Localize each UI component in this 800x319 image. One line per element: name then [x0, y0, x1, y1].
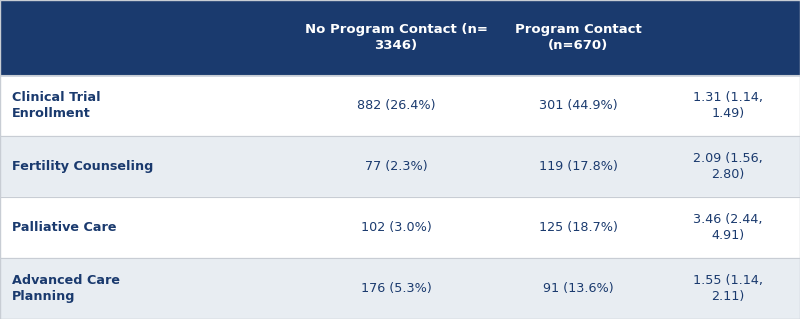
Bar [0, 75, 800, 136]
Text: Fertility Counseling: Fertility Counseling [12, 160, 154, 173]
Text: 301 (44.9%): 301 (44.9%) [538, 99, 618, 112]
Text: Clinical Trial
Enrollment: Clinical Trial Enrollment [12, 91, 101, 120]
Text: 119 (17.8%): 119 (17.8%) [538, 160, 618, 173]
Text: Advanced Care
Planning: Advanced Care Planning [12, 274, 120, 303]
Text: 176 (5.3%): 176 (5.3%) [361, 282, 431, 295]
Text: 102 (3.0%): 102 (3.0%) [361, 221, 431, 234]
Text: 91 (13.6%): 91 (13.6%) [542, 282, 614, 295]
Bar [0, 0, 800, 75]
Text: 2.09 (1.56,
2.80): 2.09 (1.56, 2.80) [693, 152, 763, 181]
Text: Palliative Care: Palliative Care [12, 221, 117, 234]
Text: 125 (18.7%): 125 (18.7%) [538, 221, 618, 234]
Text: 1.31 (1.14,
1.49): 1.31 (1.14, 1.49) [693, 91, 763, 120]
Text: 77 (2.3%): 77 (2.3%) [365, 160, 427, 173]
Text: 3.46 (2.44,
4.91): 3.46 (2.44, 4.91) [694, 213, 762, 242]
Bar [0, 197, 800, 258]
Bar [0, 136, 800, 197]
Text: Program Contact
(n=670): Program Contact (n=670) [514, 23, 642, 52]
Text: No Program Contact (n=
3346): No Program Contact (n= 3346) [305, 23, 487, 52]
Bar [0, 258, 800, 319]
Text: 1.55 (1.14,
2.11): 1.55 (1.14, 2.11) [693, 274, 763, 303]
Text: 882 (26.4%): 882 (26.4%) [357, 99, 435, 112]
